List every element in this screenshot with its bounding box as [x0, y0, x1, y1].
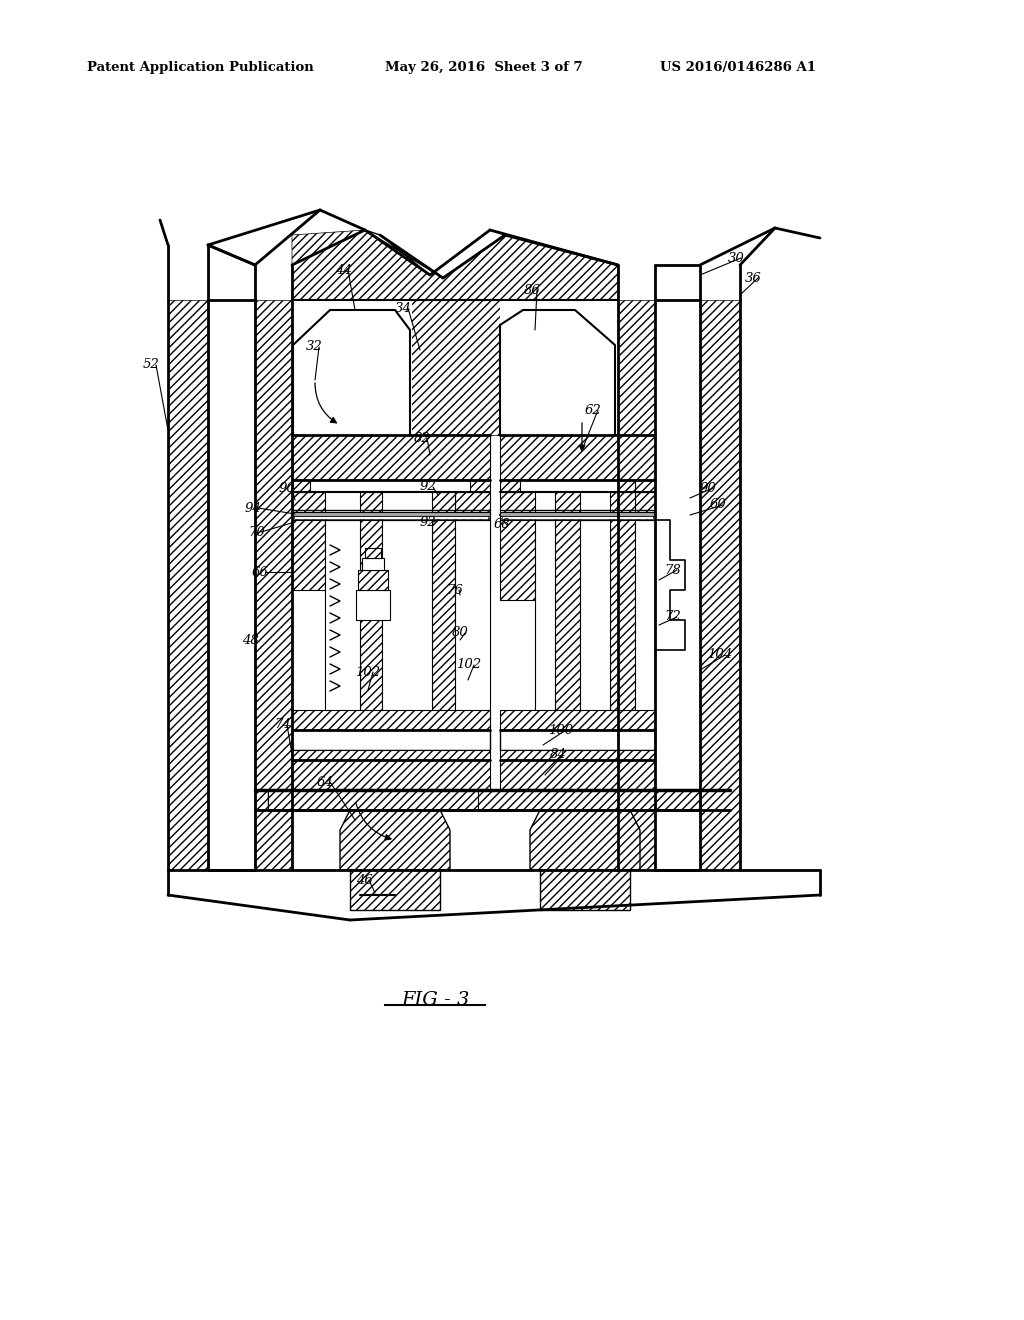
Text: 34: 34	[395, 301, 412, 314]
Text: 90: 90	[279, 482, 296, 495]
Polygon shape	[540, 870, 630, 909]
Text: 64: 64	[317, 776, 334, 788]
Text: 78: 78	[664, 564, 681, 577]
Polygon shape	[292, 730, 490, 750]
Text: 60: 60	[710, 499, 727, 511]
Text: 80: 80	[452, 627, 469, 639]
Polygon shape	[365, 548, 381, 558]
Text: 100: 100	[548, 723, 573, 737]
Text: 102: 102	[456, 659, 481, 672]
Text: 70: 70	[248, 525, 265, 539]
Text: 52: 52	[143, 359, 160, 371]
Text: 66: 66	[252, 565, 268, 578]
Polygon shape	[292, 492, 325, 590]
Polygon shape	[500, 480, 520, 492]
Polygon shape	[292, 300, 618, 436]
Polygon shape	[292, 436, 490, 480]
Polygon shape	[360, 492, 382, 719]
Text: 92: 92	[420, 516, 437, 528]
Text: 76: 76	[446, 583, 463, 597]
Text: 104: 104	[707, 648, 732, 661]
Text: 74: 74	[274, 718, 291, 731]
Polygon shape	[340, 810, 450, 870]
Text: 94: 94	[245, 502, 262, 515]
Text: 90: 90	[700, 482, 717, 495]
Polygon shape	[500, 750, 655, 760]
Text: 84: 84	[550, 748, 566, 762]
Polygon shape	[255, 300, 292, 870]
Polygon shape	[292, 512, 490, 516]
Polygon shape	[168, 300, 208, 870]
Polygon shape	[432, 492, 455, 719]
Polygon shape	[292, 760, 490, 789]
Polygon shape	[620, 492, 655, 601]
Text: 68: 68	[494, 519, 511, 532]
Polygon shape	[325, 520, 360, 719]
Text: Patent Application Publication: Patent Application Publication	[87, 62, 313, 74]
Polygon shape	[455, 520, 490, 719]
Text: 92: 92	[420, 480, 437, 494]
Polygon shape	[500, 300, 618, 436]
Polygon shape	[268, 789, 515, 810]
Polygon shape	[618, 300, 655, 870]
Polygon shape	[500, 730, 655, 750]
Text: US 2016/0146286 A1: US 2016/0146286 A1	[660, 62, 816, 74]
Polygon shape	[356, 590, 390, 620]
Text: 82: 82	[414, 432, 431, 445]
Text: 32: 32	[306, 341, 323, 354]
Text: May 26, 2016  Sheet 3 of 7: May 26, 2016 Sheet 3 of 7	[385, 62, 583, 74]
Text: 46: 46	[356, 874, 373, 887]
Text: FIG - 3: FIG - 3	[400, 991, 469, 1008]
Text: 72: 72	[664, 610, 681, 623]
Polygon shape	[580, 520, 610, 719]
Polygon shape	[500, 760, 655, 789]
Polygon shape	[358, 570, 388, 590]
Polygon shape	[292, 710, 490, 730]
Polygon shape	[478, 789, 700, 810]
Text: 30: 30	[728, 252, 744, 264]
Polygon shape	[555, 492, 580, 719]
Polygon shape	[635, 520, 655, 719]
Polygon shape	[292, 480, 310, 492]
Polygon shape	[292, 300, 412, 436]
Text: 48: 48	[242, 634, 259, 647]
Polygon shape	[382, 520, 432, 719]
Polygon shape	[470, 480, 490, 492]
Polygon shape	[268, 789, 700, 810]
Text: 86: 86	[524, 284, 541, 297]
Polygon shape	[530, 810, 640, 870]
Polygon shape	[610, 492, 635, 719]
Polygon shape	[455, 492, 490, 590]
Polygon shape	[294, 516, 488, 519]
Polygon shape	[365, 230, 505, 279]
Polygon shape	[500, 492, 535, 601]
Polygon shape	[292, 750, 490, 760]
Polygon shape	[700, 300, 740, 870]
Polygon shape	[350, 870, 440, 909]
Text: 102: 102	[355, 665, 380, 678]
Polygon shape	[500, 512, 655, 516]
Polygon shape	[500, 710, 655, 730]
Polygon shape	[500, 436, 655, 480]
Polygon shape	[502, 516, 653, 519]
Polygon shape	[535, 520, 555, 719]
Text: 44: 44	[335, 264, 352, 276]
Polygon shape	[292, 230, 618, 300]
Polygon shape	[635, 480, 655, 492]
Text: 36: 36	[745, 272, 762, 285]
Polygon shape	[362, 558, 384, 570]
Text: 62: 62	[585, 404, 602, 417]
